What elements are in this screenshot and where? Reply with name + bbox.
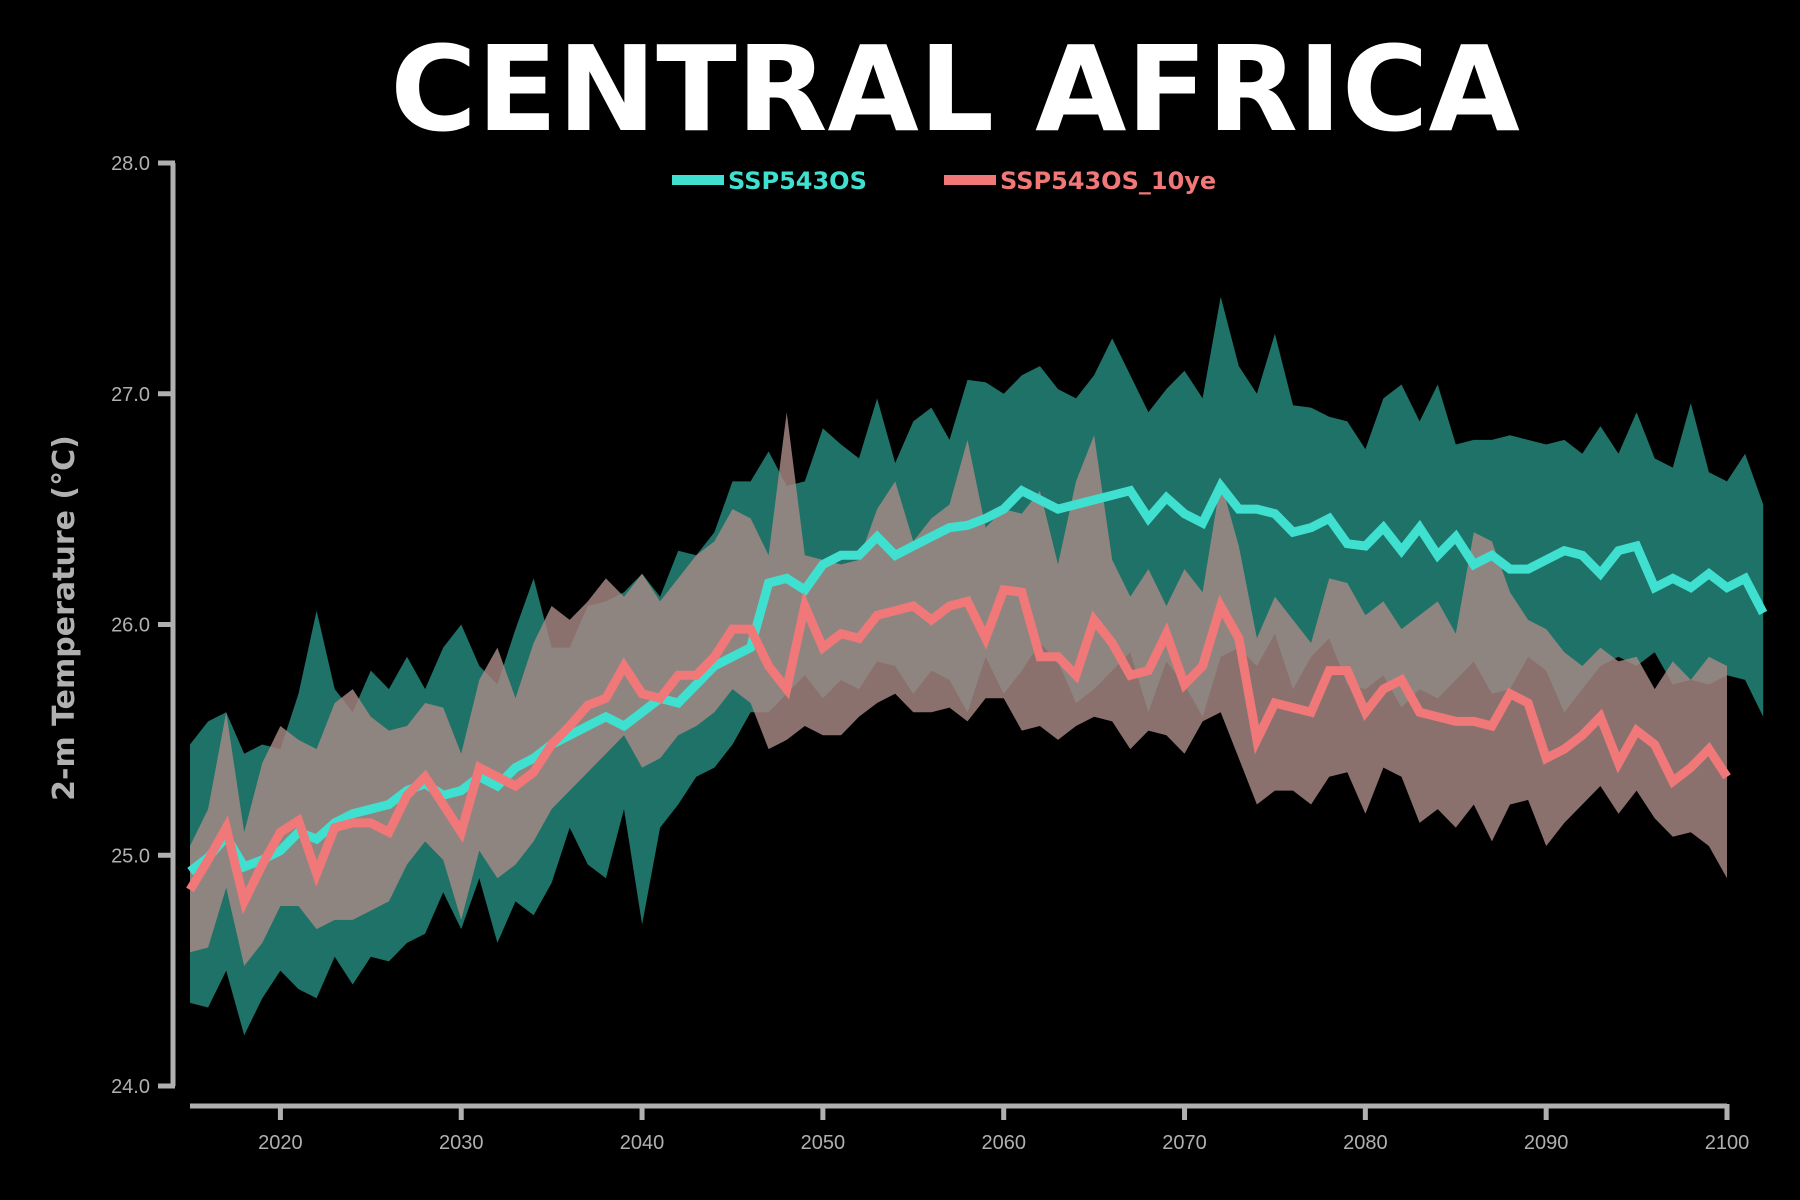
x-tick-label: 2080 <box>1343 1132 1388 1154</box>
x-axis: 2020 2030 2040 2050 2060 2070 2080 2090 2100 <box>190 1103 1750 1154</box>
line-ssp543os <box>187 477 1768 875</box>
y-axis: 24.0 25.0 26.0 27.0 28.0 <box>111 153 176 1098</box>
legend: SSP543OS SSP543OS_10ye <box>672 167 1216 195</box>
x-tick-label: 2030 <box>439 1132 484 1154</box>
x-tick-label: 2090 <box>1524 1132 1569 1154</box>
series-bands <box>190 296 1764 1036</box>
series-lines <box>186 477 1768 915</box>
y-tick-label: 27.0 <box>111 384 150 406</box>
x-tick-label: 2040 <box>620 1132 665 1154</box>
line-ssp543os-10ye <box>186 584 1731 915</box>
x-tick-label: 2100 <box>1705 1132 1750 1154</box>
x-tick-label: 2050 <box>801 1132 846 1154</box>
y-tick-label: 24.0 <box>111 1076 150 1098</box>
band-ssp543os-10ye <box>190 412 1727 966</box>
y-tick-label: 26.0 <box>111 615 150 637</box>
legend-label-ssp543os-10ye: SSP543OS_10ye <box>1000 167 1216 195</box>
x-tick-label: 2060 <box>981 1132 1026 1154</box>
y-tick-label: 28.0 <box>111 153 150 175</box>
y-axis-label: 2-m Temperature (°C) <box>47 435 82 801</box>
x-tick-label: 2070 <box>1162 1132 1207 1154</box>
chart-title: CENTRAL AFRICA <box>390 20 1520 158</box>
y-tick-label: 25.0 <box>111 845 150 867</box>
legend-label-ssp543os: SSP543OS <box>728 167 867 195</box>
x-tick-label: 2020 <box>258 1132 303 1154</box>
